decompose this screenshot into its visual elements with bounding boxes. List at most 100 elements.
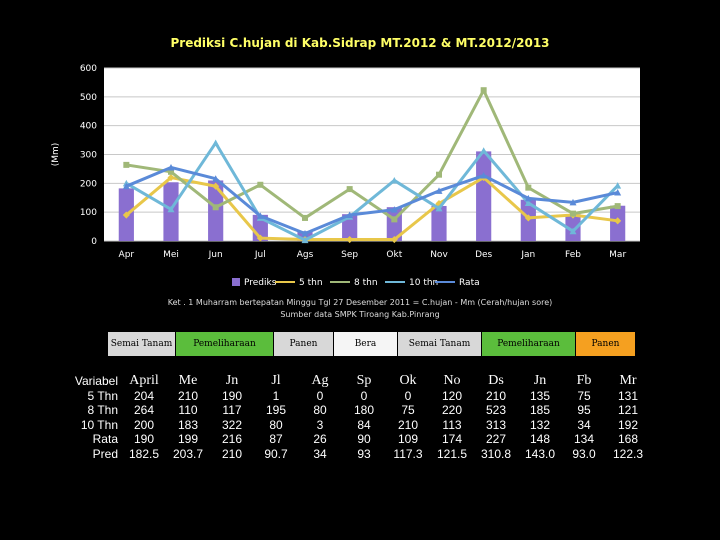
point <box>301 236 309 244</box>
y-tick-label: 300 <box>80 151 97 161</box>
row-label: 10 Thn <box>80 417 118 432</box>
point <box>212 204 219 211</box>
y-tick-label: 200 <box>80 179 97 189</box>
point <box>123 161 130 168</box>
y-tick-label: 400 <box>80 122 97 132</box>
phase-bar: Semai Tanam Pemeliharaan Panen Bera Semai Ta… <box>108 332 636 356</box>
table-cell: 210 <box>485 388 507 403</box>
table-cell: 0 <box>316 388 324 403</box>
table-cell: 0 <box>404 388 412 403</box>
table-row: 10 Thn 200 183 322 80 3 84 210 113 313 132 34 192 <box>60 418 650 433</box>
x-tick-label: Mei <box>163 250 179 260</box>
x-tick-label: Sep <box>341 250 358 260</box>
point <box>122 211 130 219</box>
table-cell: 132 <box>529 417 551 432</box>
chart-note: Ket . 1 Muharram bertepatan Minggu Tgl 2… <box>167 298 553 307</box>
point <box>436 171 442 178</box>
table-cell: 148 <box>529 432 551 446</box>
point <box>167 205 175 213</box>
point <box>256 212 264 219</box>
table-cell: Ds <box>488 373 504 388</box>
row-label: Rata <box>92 432 118 446</box>
point <box>346 186 353 193</box>
table-cell: 122.3 <box>612 446 644 461</box>
point <box>614 189 622 196</box>
chart-area: 0 100 200 300 400 500 600 (Mm) Apr Mei Jun Jul Ags Se… <box>51 64 640 288</box>
x-tick-label: Feb <box>565 250 581 260</box>
table-cell: Fb <box>576 373 592 388</box>
point <box>346 211 354 219</box>
table-cell: 113 <box>442 417 462 432</box>
table-cell: 310.8 <box>480 446 512 461</box>
table-row: 5 Thn 204 210 190 1 0 0 0 120 210 135 75 131 <box>60 389 650 404</box>
point <box>256 234 264 242</box>
table-cell: Me <box>178 373 198 388</box>
phase-pemeliharaan: Pemeliharaan <box>482 332 576 356</box>
point <box>212 175 220 182</box>
table-cell: Jn <box>225 373 239 388</box>
point <box>346 236 354 244</box>
y-tick-label: 500 <box>80 93 97 103</box>
point <box>435 187 443 194</box>
point <box>569 227 577 235</box>
point <box>614 217 622 225</box>
x-tick-label: Apr <box>119 250 135 260</box>
table-cell: Sp <box>356 373 372 388</box>
table-cell: 90.7 <box>264 446 288 461</box>
point <box>168 168 174 175</box>
point <box>480 87 487 94</box>
table-cell: Ok <box>399 373 417 388</box>
table-cell: 120 <box>441 388 463 403</box>
table-cell: 200 <box>133 417 155 432</box>
table-cell: 210 <box>221 446 243 461</box>
table-cell: Jn <box>533 373 547 388</box>
table-cell: 93 <box>357 446 371 461</box>
bar-des <box>476 151 492 241</box>
table-cell: 87 <box>269 432 283 446</box>
table-cell: 210 <box>397 417 419 432</box>
series-line-2 <box>125 141 619 242</box>
phase-semai-tanam: Semai Tanam <box>398 332 482 356</box>
point <box>480 172 488 179</box>
table-cell: 110 <box>178 403 198 417</box>
y-tick-label: 600 <box>80 64 97 74</box>
table-cell: 84 <box>357 417 371 432</box>
table-cell: 95 <box>577 403 591 417</box>
table-cell: 216 <box>221 432 243 446</box>
phase-pemeliharaan: Pemeliharaan <box>176 332 274 356</box>
table-cell: 183 <box>177 417 199 432</box>
table-cell: 322 <box>221 417 243 432</box>
data-table: Variabel April Me Jn Jl Ag Sp Ok No Ds Jn Fb Mr 5 Thn… <box>60 373 650 462</box>
y-tick-label: 100 <box>80 208 97 218</box>
table-cell: Mr <box>619 373 637 388</box>
point <box>524 194 532 202</box>
table-cell: 34 <box>577 417 591 432</box>
table-cell: 210 <box>177 388 199 403</box>
legend-label: Prediks <box>244 278 277 288</box>
point <box>570 210 576 217</box>
y-tick-label: 0 <box>91 237 97 247</box>
table-cell: 0 <box>360 388 368 403</box>
row-label: 8 Thn <box>87 403 118 417</box>
point <box>212 139 220 146</box>
bar-sep <box>342 214 358 241</box>
row-label: Variabel <box>74 374 118 388</box>
bar-nov <box>431 205 447 241</box>
x-tick-label: Okt <box>386 250 402 260</box>
y-axis-label: (Mm) <box>51 143 61 167</box>
table-row: Pred 182.5 203.7 210 90.7 34 93 117.3 121.5 310.8… <box>60 447 650 462</box>
table-cell: 523 <box>485 403 507 417</box>
table-cell: 313 <box>485 417 507 432</box>
table-cell: 1 <box>272 388 280 403</box>
table-cell: 90 <box>357 432 371 446</box>
chart-source: Sumber data SMPK Tiroang Kab.Pinrang <box>280 310 440 319</box>
point <box>212 182 220 190</box>
row-label: 5 Thn <box>87 388 118 403</box>
table-cell: 75 <box>577 388 591 403</box>
table-cell: 121.5 <box>436 446 468 461</box>
table-row: Rata 190 199 216 87 26 90 109 174 227 148 134 168 <box>60 432 650 447</box>
table-cell: 80 <box>313 403 327 417</box>
table-cell: 135 <box>529 388 551 403</box>
series-line-3 <box>125 165 618 236</box>
table-cell: 80 <box>269 417 283 432</box>
